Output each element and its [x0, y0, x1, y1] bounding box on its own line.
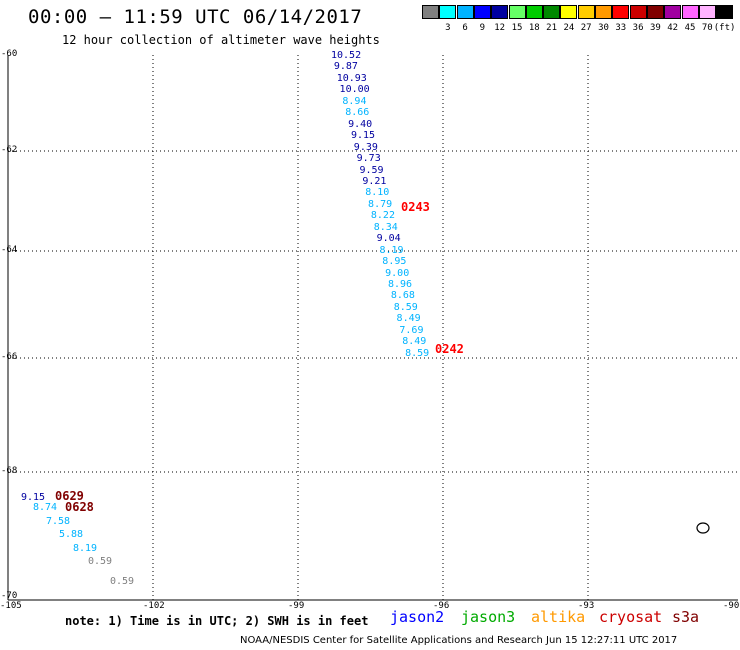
legend-label: 45	[684, 23, 696, 33]
wave-height-value: 10.00	[339, 84, 370, 96]
legend-swatch	[422, 5, 439, 19]
wave-height-value: 9.21	[362, 175, 387, 187]
wave-height-value: 8.68	[390, 290, 415, 302]
legend-label: (ft)	[713, 23, 736, 33]
legend-swatch	[698, 5, 716, 19]
legend-label: 42	[667, 23, 679, 33]
wave-height-value: 8.49	[402, 336, 427, 348]
legend-swatch	[612, 5, 630, 19]
map-frame	[7, 55, 738, 601]
wave-height-value: 8.59	[405, 347, 430, 359]
legend-swatch	[577, 5, 595, 19]
longitude-label: -96	[433, 601, 450, 611]
legend-swatch	[595, 5, 612, 19]
wave-height-value: 9.59	[359, 164, 384, 176]
satellite-legend-entry: cryosat	[599, 608, 663, 626]
wave-height-value: 8.10	[365, 187, 390, 199]
legend-label: 70	[701, 23, 713, 33]
wave-height-value: 9.73	[356, 153, 381, 165]
legend-label: 18	[528, 23, 540, 33]
satellite-legend-entry: s3a	[672, 608, 700, 626]
legend-label: 30	[598, 23, 609, 33]
latitude-label: -60	[1, 49, 18, 59]
pass-time-label: 0629	[55, 489, 84, 503]
wave-height-value: 9.00	[385, 267, 410, 279]
legend-label: 6	[462, 23, 468, 33]
pass-time-label: 0628	[65, 500, 94, 514]
longitude-label: -102	[143, 601, 165, 611]
legend-label: 12	[494, 23, 506, 33]
wave-height-value: 8.79	[368, 198, 393, 210]
pass-time-label: 0242	[435, 342, 464, 356]
legend-label: 39	[649, 23, 661, 33]
legend-swatch	[543, 5, 561, 19]
legend-label: 3	[445, 23, 451, 33]
wave-height-value: 8.19	[73, 543, 98, 554]
legend-swatch	[716, 5, 734, 19]
latitude-label: -62	[1, 145, 18, 155]
legend-swatch	[439, 5, 457, 19]
wave-height-value: 8.22	[370, 210, 395, 222]
wave-height-value: 8.94	[342, 95, 367, 107]
legend-swatch	[525, 5, 543, 19]
legend-swatch	[629, 5, 647, 19]
latitude-label: -66	[1, 352, 18, 362]
wave-height-value: 0.59	[88, 556, 113, 567]
legend-label: 15	[511, 23, 523, 33]
legend-swatch	[646, 5, 664, 19]
satellite-legend-entry: jason2	[390, 608, 445, 626]
satellite-legend-entry: altika	[531, 608, 586, 626]
legend-label: 24	[563, 23, 575, 33]
legend-swatch	[456, 5, 474, 19]
page-title: 00:00 – 11:59 UTC 06/14/2017	[28, 6, 363, 28]
wave-height-value: 8.59	[393, 301, 418, 313]
footer-credit: NOAA/NESDIS Center for Satellite Applica…	[240, 635, 678, 646]
legend-swatch	[473, 5, 491, 19]
legend-label: 9	[479, 23, 486, 33]
longitude-label: -99	[288, 601, 305, 611]
longitude-label: -90	[723, 601, 740, 611]
legend-swatch	[681, 5, 699, 19]
longitude-label: -93	[578, 601, 595, 611]
wave-height-value: 7.58	[46, 516, 71, 527]
legend-label: 36	[632, 23, 644, 33]
wave-height-value: 8.95	[382, 256, 407, 268]
longitude-label: -105	[0, 601, 22, 611]
page-subtitle: 12 hour collection of altimeter wave hei…	[62, 33, 380, 47]
wave-height-value: 9.15	[350, 130, 376, 142]
wave-height-value: 9.87	[333, 61, 358, 73]
wave-height-value: 0.59	[110, 576, 135, 587]
wave-height-value: 5.88	[59, 529, 84, 540]
latitude-label: -68	[1, 466, 18, 476]
legend-label: 33	[615, 23, 627, 33]
map-grid	[8, 55, 738, 600]
pass-time-label: 0243	[401, 200, 430, 214]
wave-height-value: 8.74	[33, 502, 58, 513]
wave-height-value: 9.15	[21, 492, 46, 503]
wave-height-value: 10.52	[331, 50, 362, 61]
wave-height-value: 8.19	[379, 244, 404, 256]
legend-swatch	[491, 5, 509, 19]
latitude-label: -64	[1, 245, 18, 255]
latitude-label: -70	[1, 591, 18, 601]
wave-height-value: 9.40	[348, 118, 373, 130]
satellite-legend-entry: jason3	[461, 608, 516, 626]
legend-label: 27	[580, 23, 592, 33]
island-outline	[696, 522, 710, 534]
wave-height-value: 9.04	[376, 233, 401, 245]
wave-height-value: 8.96	[388, 279, 413, 290]
wave-height-value: 8.66	[345, 107, 370, 119]
wave-height-value: 9.39	[353, 141, 378, 153]
wave-height-value: 8.49	[396, 313, 421, 325]
wave-height-value: 7.69	[399, 324, 424, 336]
wave-height-value: 8.34	[373, 221, 398, 233]
legend-swatch	[664, 5, 682, 19]
legend-label: 21	[546, 23, 558, 33]
note-text: note: 1) Time is in UTC; 2) SWH is in fe…	[65, 614, 369, 628]
legend-swatch	[560, 5, 578, 19]
legend-swatch	[508, 5, 526, 19]
wave-height-value: 10.93	[336, 72, 367, 84]
